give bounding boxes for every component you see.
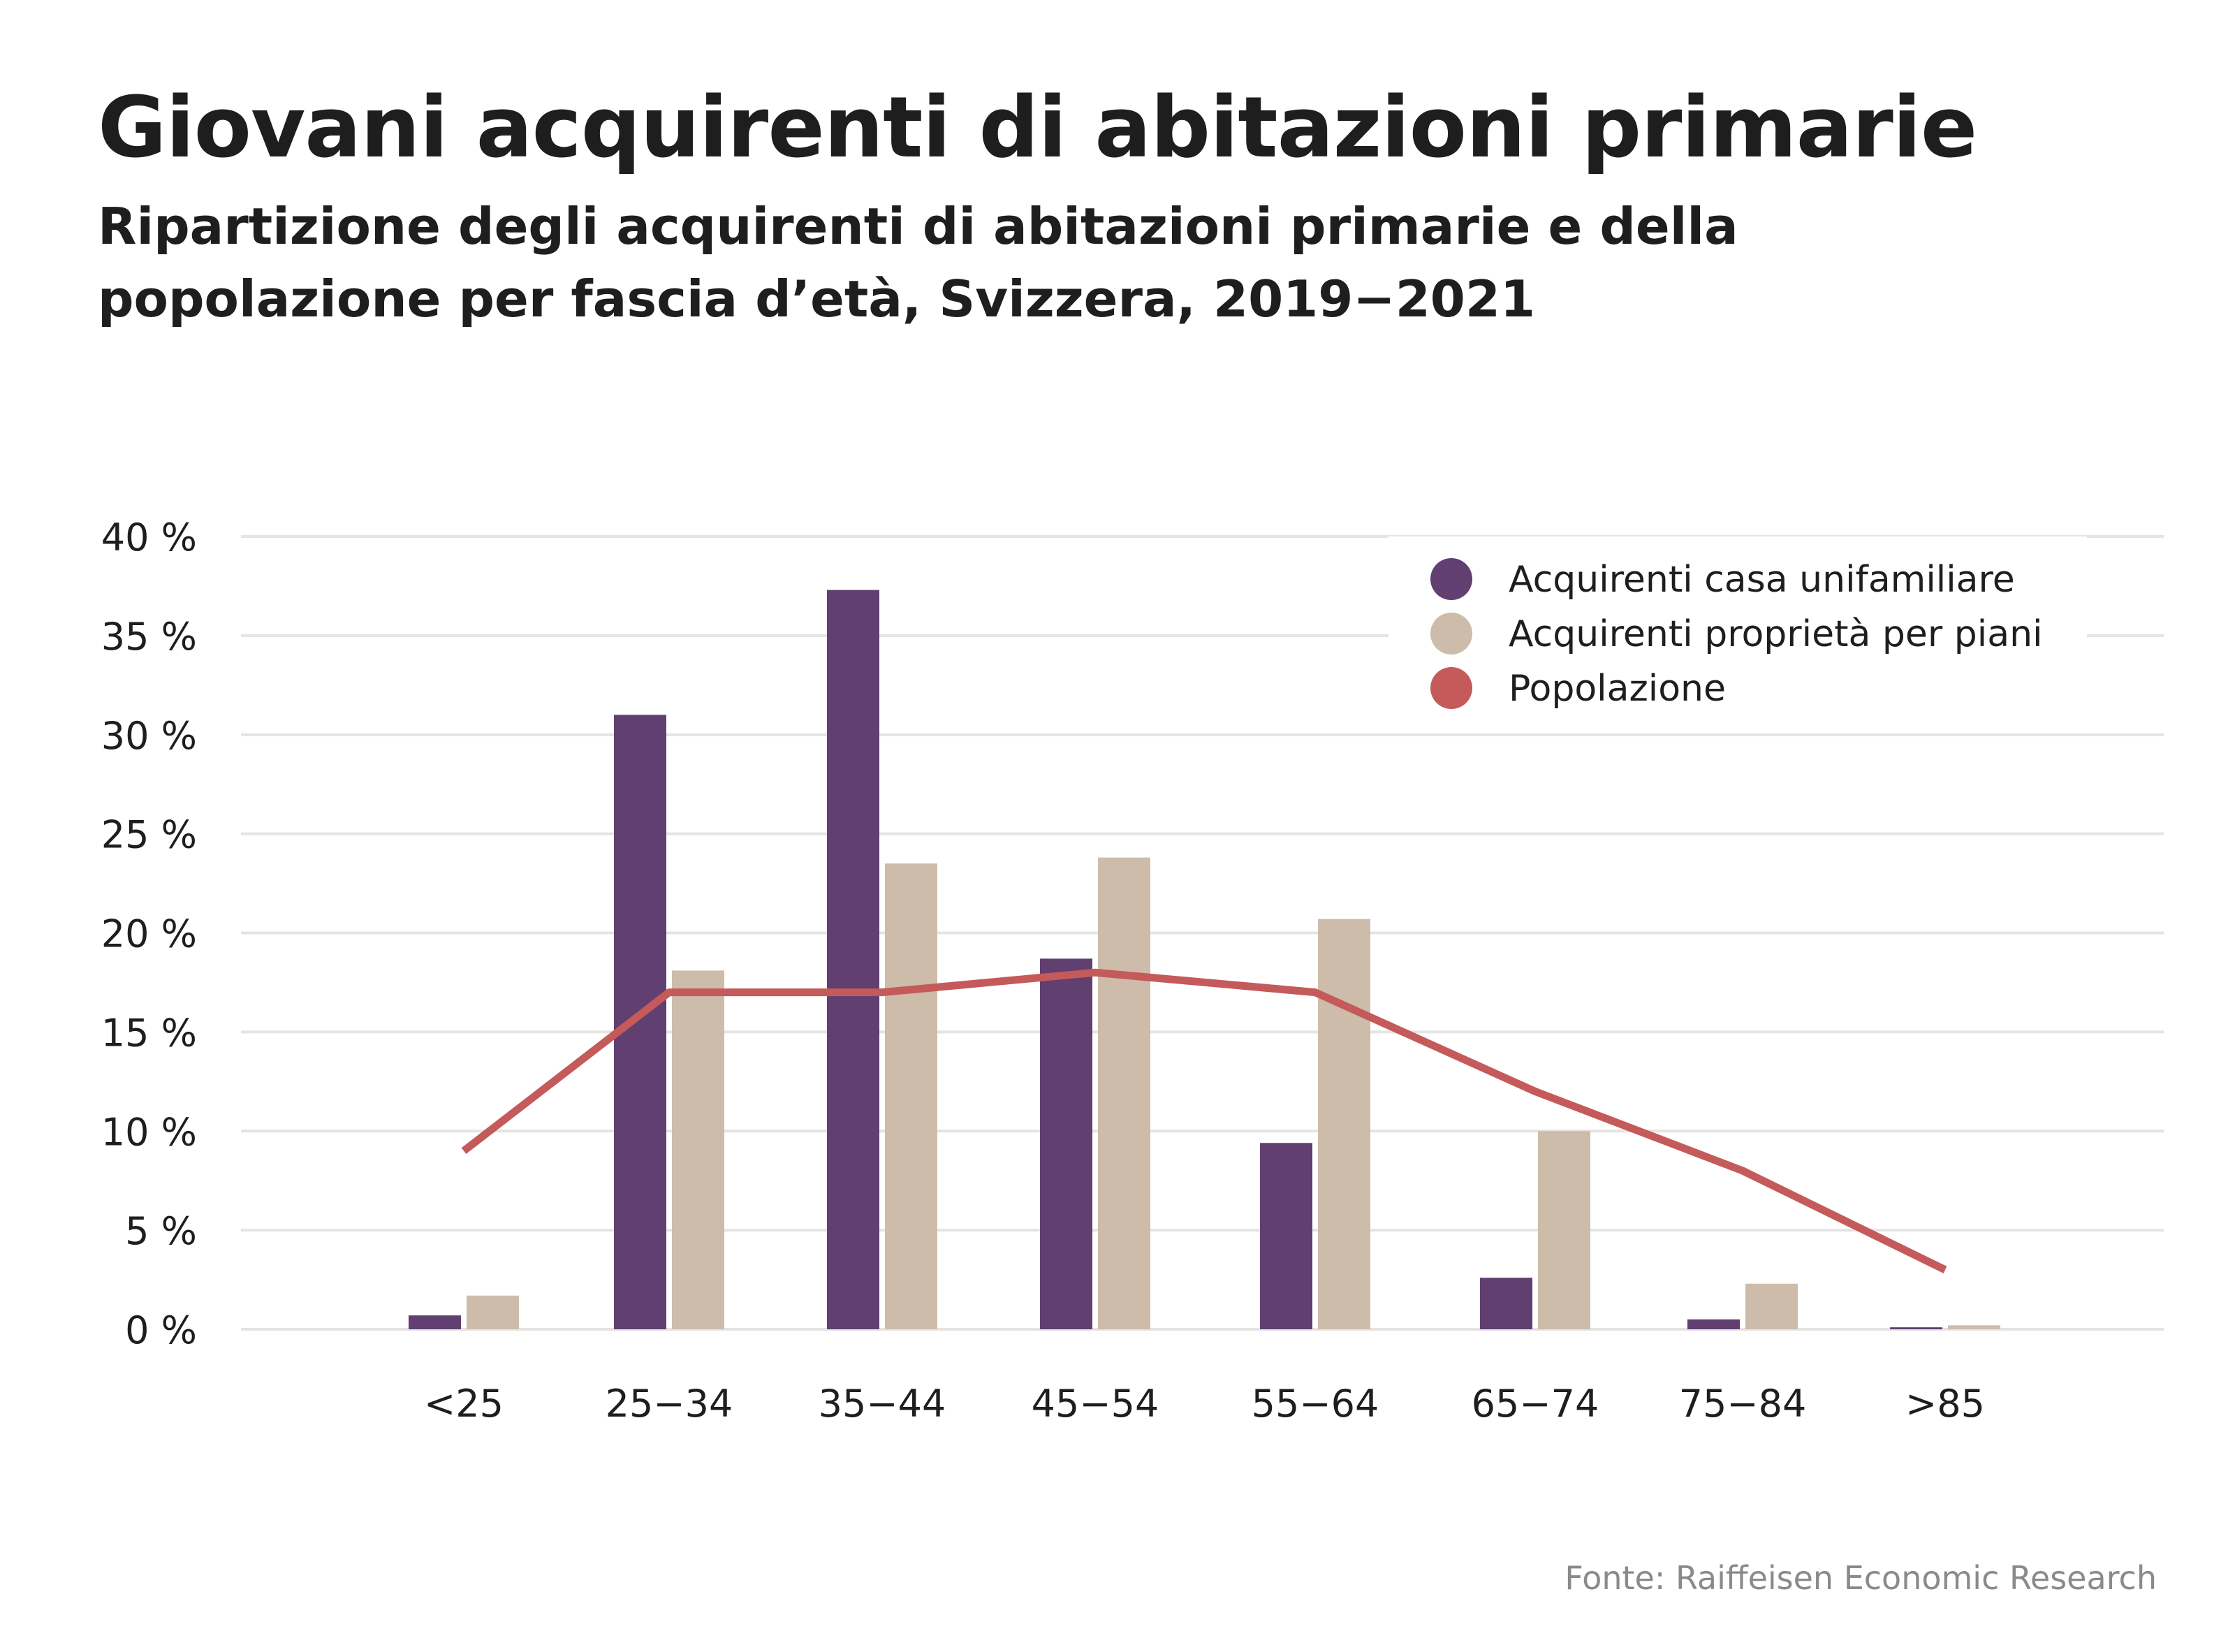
x-tick-label: 25−34 bbox=[606, 1382, 733, 1426]
y-tick-label: 10 % bbox=[101, 1110, 197, 1154]
legend-label: Popolazione bbox=[1509, 668, 1726, 710]
bar-casa-unifamiliare bbox=[1687, 1319, 1740, 1329]
x-tick-label: 55−64 bbox=[1252, 1382, 1379, 1426]
bar-proprieta-per-piani bbox=[885, 863, 937, 1329]
bar-casa-unifamiliare bbox=[409, 1315, 461, 1329]
legend: Acquirenti casa unifamiliare Acquirenti p… bbox=[1388, 536, 2087, 718]
population-line bbox=[461, 968, 1947, 1273]
axis-labels: 0 % 5 % 10 % 15 % 20 % 25 % 30 % 35 % 40 % <25 25−… bbox=[101, 516, 1985, 1426]
grid-lines bbox=[241, 535, 2164, 1331]
y-tick-label: 20 % bbox=[101, 912, 197, 956]
chart-subtitle-line-1: Ripartizione degli acquirenti di abitazi… bbox=[98, 197, 1738, 256]
legend-label: Acquirenti casa unifamiliare bbox=[1509, 559, 2015, 601]
y-tick-label: 25 % bbox=[101, 813, 197, 857]
y-tick-label: 35 % bbox=[101, 615, 197, 659]
legend-background bbox=[1388, 536, 2087, 718]
legend-marker-proprieta-per-piani bbox=[1430, 613, 1472, 655]
y-tick-label: 0 % bbox=[125, 1308, 197, 1352]
source-note: Fonte: Raiffeisen Economic Research bbox=[1564, 1559, 2157, 1597]
bar-proprieta-per-piani bbox=[1318, 919, 1370, 1329]
bar-proprieta-per-piani bbox=[1948, 1325, 2000, 1329]
bar-proprieta-per-piani bbox=[1538, 1131, 1590, 1329]
bar-proprieta-per-piani bbox=[1745, 1283, 1798, 1329]
x-tick-label: 75−84 bbox=[1679, 1382, 1807, 1426]
bar-casa-unifamiliare bbox=[614, 715, 666, 1329]
bar-casa-unifamiliare bbox=[1040, 958, 1092, 1329]
bar-proprieta-per-piani bbox=[672, 970, 724, 1329]
population-line-layer bbox=[461, 968, 1947, 1273]
bar-casa-unifamiliare bbox=[1890, 1327, 1942, 1329]
chart-subtitle-line-2: popolazione per fascia d’età, Svizzera, … bbox=[98, 270, 1536, 328]
x-tick-label: <25 bbox=[424, 1382, 504, 1426]
legend-label: Acquirenti proprietà per piani bbox=[1509, 613, 2043, 655]
y-tick-label: 15 % bbox=[101, 1011, 197, 1055]
chart-subtitle: Ripartizione degli acquirenti di abitazi… bbox=[98, 190, 1914, 335]
x-tick-label: >85 bbox=[1905, 1382, 1985, 1426]
x-tick-label: 65−74 bbox=[1472, 1382, 1599, 1426]
bar-proprieta-per-piani bbox=[467, 1295, 519, 1329]
chart-title: Giovani acquirenti di abitazioni primari… bbox=[98, 80, 1977, 177]
bar-casa-unifamiliare bbox=[1260, 1143, 1312, 1329]
y-tick-label: 30 % bbox=[101, 714, 197, 758]
bars bbox=[409, 590, 2000, 1329]
legend-marker-casa-unifamiliare bbox=[1430, 558, 1472, 600]
x-tick-label: 45−54 bbox=[1032, 1382, 1159, 1426]
bar-proprieta-per-piani bbox=[1098, 857, 1150, 1329]
bar-casa-unifamiliare bbox=[1480, 1278, 1532, 1329]
y-tick-label: 5 % bbox=[125, 1209, 197, 1253]
x-tick-label: 35−44 bbox=[819, 1382, 946, 1426]
bar-casa-unifamiliare bbox=[827, 590, 879, 1329]
legend-marker-popolazione bbox=[1430, 667, 1472, 709]
y-tick-label: 40 % bbox=[101, 516, 197, 560]
